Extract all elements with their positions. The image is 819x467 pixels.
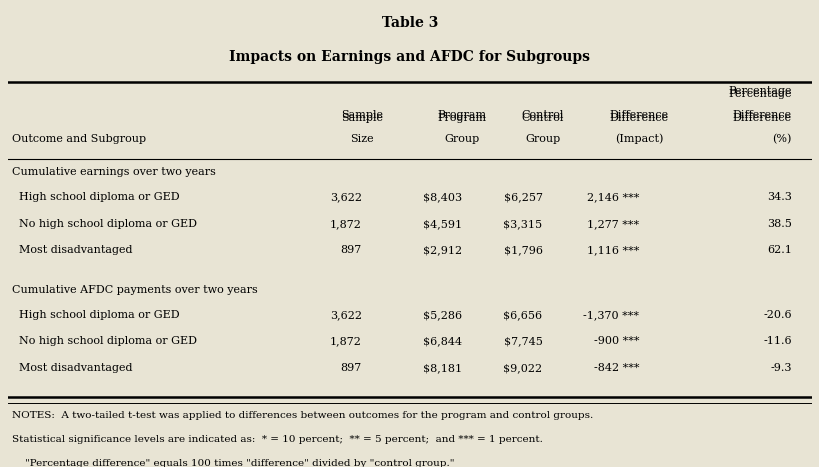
Text: $7,745: $7,745: [503, 337, 542, 347]
Text: 1,116 ***: 1,116 ***: [586, 245, 638, 255]
Text: $5,286: $5,286: [423, 310, 462, 320]
Text: -20.6: -20.6: [762, 310, 790, 320]
Text: Cumulative earnings over two years: Cumulative earnings over two years: [12, 167, 216, 177]
Text: -1,370 ***: -1,370 ***: [582, 310, 638, 320]
Text: $9,022: $9,022: [503, 363, 542, 373]
Text: $2,912: $2,912: [423, 245, 462, 255]
Text: NOTES:  A two-tailed t-test was applied to differences between outcomes for the : NOTES: A two-tailed t-test was applied t…: [12, 411, 593, 420]
Text: Percentage: Percentage: [727, 89, 790, 99]
Text: 62.1: 62.1: [766, 245, 790, 255]
Text: -11.6: -11.6: [762, 337, 790, 347]
Text: Table 3: Table 3: [382, 16, 437, 30]
Text: Program: Program: [437, 113, 486, 123]
Text: Control: Control: [521, 110, 563, 120]
Text: 38.5: 38.5: [766, 219, 790, 229]
Text: 3,622: 3,622: [329, 310, 361, 320]
Text: (Impact): (Impact): [614, 134, 663, 144]
Text: Program: Program: [437, 110, 486, 120]
Text: Most disadvantaged: Most disadvantaged: [12, 363, 133, 373]
Text: High school diploma or GED: High school diploma or GED: [12, 192, 179, 202]
Text: Percentage: Percentage: [727, 86, 790, 96]
Text: $4,591: $4,591: [423, 219, 462, 229]
Text: Difference: Difference: [609, 113, 667, 123]
Text: 34.3: 34.3: [766, 192, 790, 202]
Text: Sample: Sample: [341, 113, 382, 123]
Text: No high school diploma or GED: No high school diploma or GED: [12, 337, 197, 347]
Text: Impacts on Earnings and AFDC for Subgroups: Impacts on Earnings and AFDC for Subgrou…: [229, 50, 590, 64]
Text: $8,403: $8,403: [423, 192, 462, 202]
Text: 1,872: 1,872: [329, 337, 361, 347]
Text: -9.3: -9.3: [769, 363, 790, 373]
Text: Control: Control: [521, 113, 563, 123]
Text: -842 ***: -842 ***: [593, 363, 638, 373]
Text: Statistical significance levels are indicated as:  * = 10 percent;  ** = 5 perce: Statistical significance levels are indi…: [12, 435, 542, 444]
Text: $8,181: $8,181: [423, 363, 462, 373]
Text: High school diploma or GED: High school diploma or GED: [12, 310, 179, 320]
Text: (%): (%): [771, 134, 790, 144]
Text: Difference: Difference: [731, 110, 790, 120]
Text: $6,656: $6,656: [503, 310, 542, 320]
Text: 1,277 ***: 1,277 ***: [586, 219, 638, 229]
Text: 897: 897: [340, 245, 361, 255]
Text: Size: Size: [350, 134, 373, 144]
Text: Cumulative AFDC payments over two years: Cumulative AFDC payments over two years: [12, 285, 258, 295]
Text: $3,315: $3,315: [503, 219, 542, 229]
Text: 3,622: 3,622: [329, 192, 361, 202]
Text: "Percentage difference" equals 100 times "difference" divided by "control group.: "Percentage difference" equals 100 times…: [12, 459, 455, 467]
Text: $6,844: $6,844: [423, 337, 462, 347]
Text: -900 ***: -900 ***: [593, 337, 638, 347]
Text: Sample: Sample: [341, 110, 382, 120]
Text: No high school diploma or GED: No high school diploma or GED: [12, 219, 197, 229]
Text: Difference: Difference: [609, 110, 667, 120]
Text: Group: Group: [444, 134, 479, 144]
Text: $6,257: $6,257: [503, 192, 542, 202]
Text: $1,796: $1,796: [503, 245, 542, 255]
Text: 2,146 ***: 2,146 ***: [586, 192, 638, 202]
Text: 897: 897: [340, 363, 361, 373]
Text: Most disadvantaged: Most disadvantaged: [12, 245, 133, 255]
Text: 1,872: 1,872: [329, 219, 361, 229]
Text: Group: Group: [524, 134, 559, 144]
Text: Outcome and Subgroup: Outcome and Subgroup: [12, 134, 146, 144]
Text: Difference: Difference: [731, 113, 790, 123]
